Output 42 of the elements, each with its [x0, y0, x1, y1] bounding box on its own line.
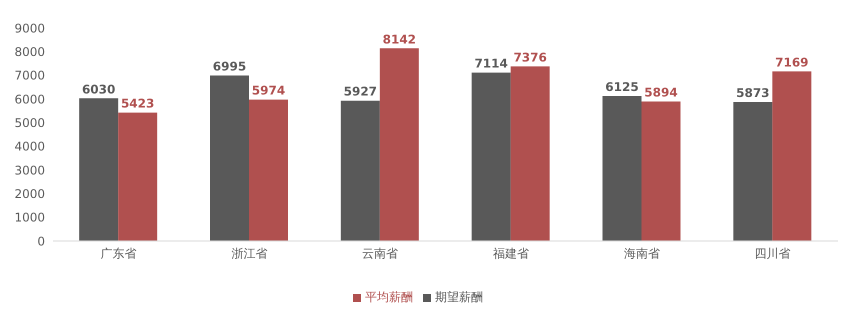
x-tick-label: 海南省 — [624, 246, 660, 261]
y-tick-label: 1000 — [14, 210, 45, 225]
bar — [79, 98, 118, 241]
data-label: 5927 — [344, 84, 378, 99]
bar — [380, 48, 419, 241]
data-label: 5894 — [644, 86, 678, 100]
bar — [733, 102, 772, 241]
bar — [249, 100, 288, 241]
data-label: 5974 — [252, 84, 286, 98]
y-tick-label: 2000 — [14, 186, 45, 201]
y-tick-label: 9000 — [14, 21, 45, 36]
data-label: 6125 — [605, 80, 639, 94]
bar — [510, 66, 550, 241]
x-tick-label: 福建省 — [492, 246, 529, 261]
legend-label: 平均薪酬 — [365, 290, 413, 304]
data-label: 7169 — [775, 55, 809, 70]
data-label: 6995 — [212, 59, 246, 74]
data-label: 7114 — [474, 56, 508, 71]
bar — [472, 72, 511, 241]
legend-label: 期望薪酬 — [435, 290, 483, 304]
y-tick-label: 6000 — [14, 92, 45, 106]
bar — [118, 112, 158, 241]
data-label: 7376 — [513, 50, 547, 64]
x-tick-label: 广东省 — [100, 246, 136, 261]
bar — [340, 100, 380, 241]
x-tick-label: 云南省 — [362, 246, 398, 261]
bar — [772, 71, 812, 241]
y-tick-label: 4000 — [14, 140, 45, 154]
x-tick-label: 浙江省 — [231, 246, 268, 261]
y-tick-label: 8000 — [14, 44, 45, 59]
data-label: 6030 — [82, 82, 116, 96]
y-tick-label: 5000 — [14, 116, 45, 130]
y-tick-label: 7000 — [14, 68, 45, 83]
y-tick-label: 0 — [37, 234, 45, 248]
bar — [642, 102, 680, 241]
bar — [602, 96, 642, 241]
data-label: 5873 — [736, 86, 770, 100]
x-tick-label: 四川省 — [754, 246, 791, 261]
y-tick-label: 3000 — [14, 163, 45, 178]
data-label: 5423 — [120, 96, 154, 111]
data-label: 8142 — [382, 32, 416, 46]
bar — [210, 75, 249, 241]
